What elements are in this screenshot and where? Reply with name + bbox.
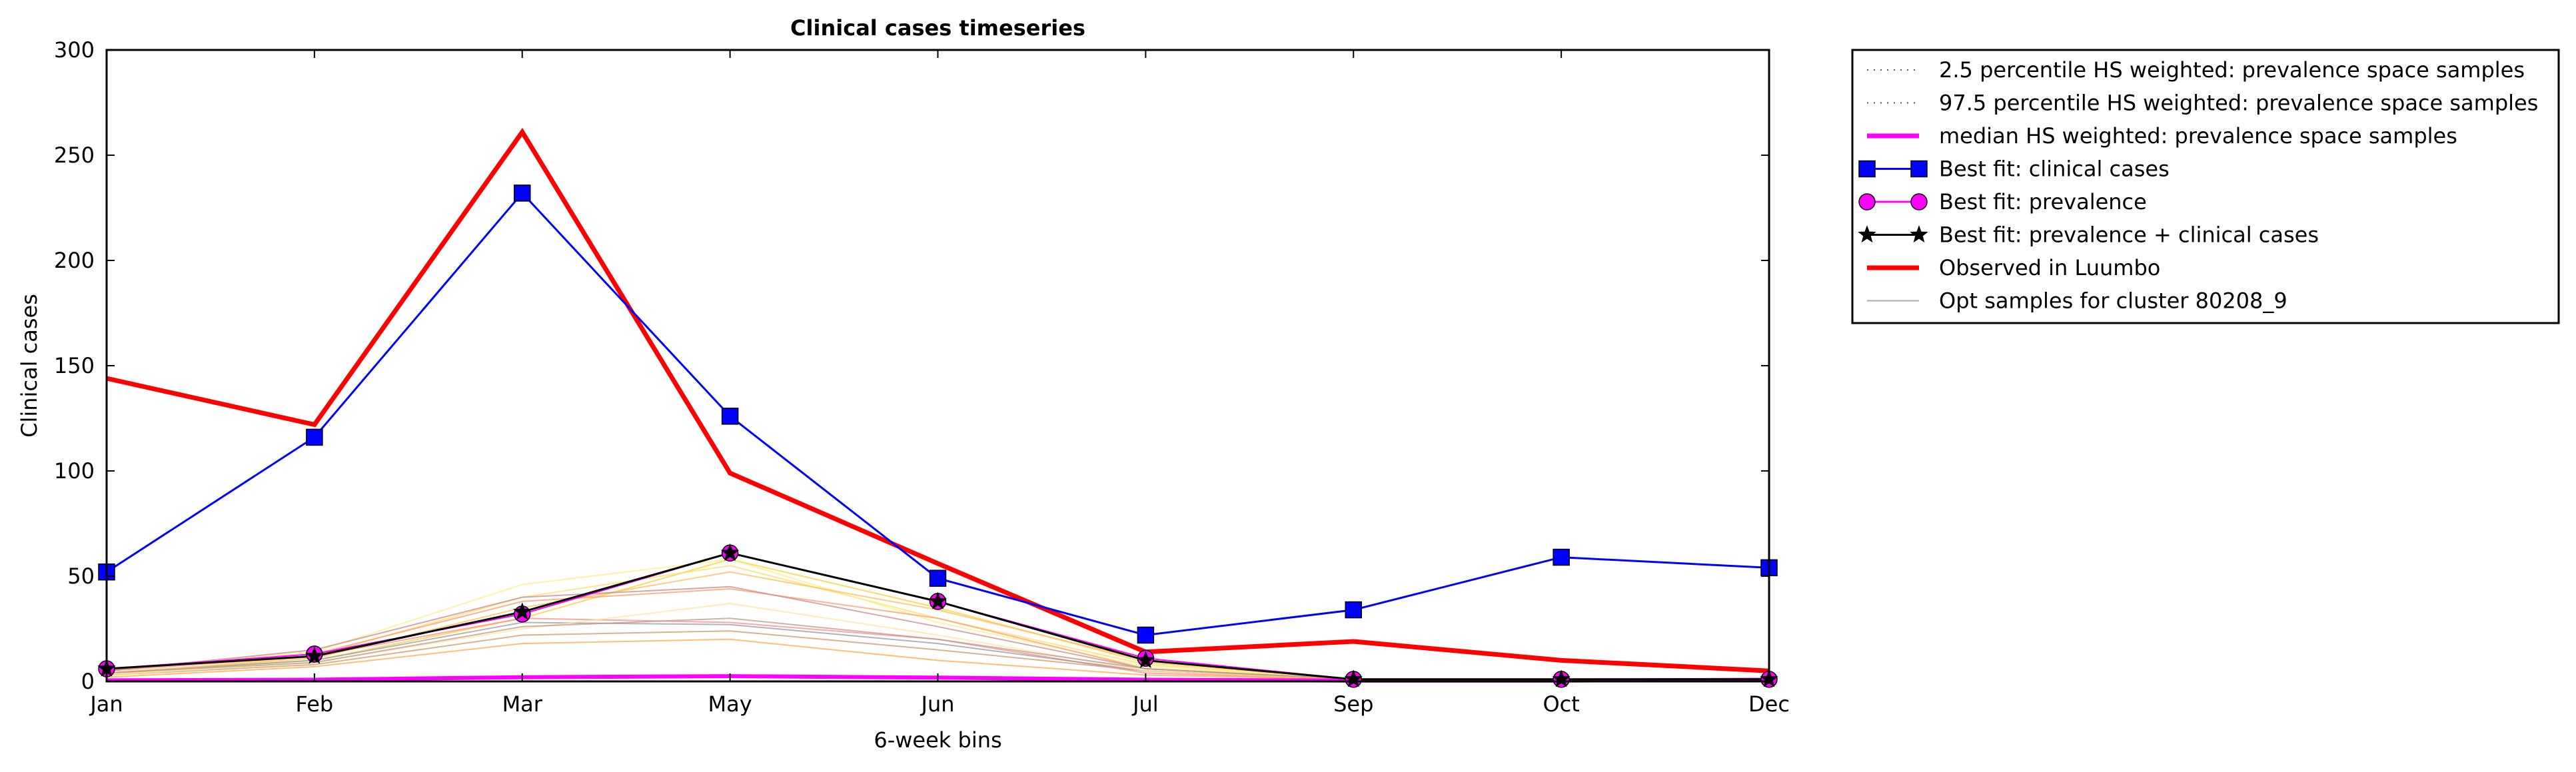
- clinical-point: [929, 570, 947, 587]
- sample-series-line: [106, 571, 1769, 680]
- y-tick-label: 100: [54, 458, 95, 484]
- y-tick-label: 0: [81, 669, 95, 694]
- x-axis-label: 6-week bins: [874, 727, 1001, 753]
- x-tick-label: Jul: [1131, 691, 1159, 717]
- x-tick-label: Sep: [1333, 691, 1373, 717]
- legend-entry-label: Observed in Luumbo: [1939, 255, 2160, 280]
- series-layer: [97, 127, 1778, 688]
- legend: 2.5 percentile HS weighted: prevalence s…: [1851, 49, 2560, 324]
- x-tick-label: Oct: [1543, 691, 1579, 717]
- x-tick-label: Jan: [89, 691, 123, 717]
- legend-marker: [1910, 193, 1928, 210]
- legend-entry-label: 97.5 percentile HS weighted: prevalence …: [1939, 91, 2538, 116]
- legend-marker: [1910, 225, 1928, 243]
- clinical-point: [1137, 626, 1155, 644]
- prev-clinical-point: [928, 591, 948, 609]
- clinical-point: [1345, 601, 1362, 619]
- clinical-point: [514, 185, 531, 202]
- legend-entry-label: Opt samples for cluster 80208_9: [1939, 288, 2287, 314]
- clinical-point: [306, 428, 323, 446]
- sample-series-line: [106, 603, 1769, 680]
- prev-clinical-point: [720, 543, 740, 561]
- legend-marker: [1910, 160, 1928, 178]
- chart-title: Clinical cases timeseries: [790, 15, 1085, 41]
- y-tick-label: 200: [54, 248, 95, 273]
- x-tick-label: May: [708, 691, 752, 717]
- legend-entry-label: median HS weighted: prevalence space sam…: [1939, 123, 2457, 149]
- y-tick-label: 300: [54, 37, 95, 63]
- clinical-series-line: [106, 191, 1770, 637]
- sample-series-line: [106, 621, 1769, 680]
- legend-entry-label: Best fit: prevalence: [1939, 189, 2147, 214]
- legend-box: [1851, 49, 2560, 324]
- y-tick-label: 50: [67, 564, 95, 589]
- legend-marker: [1858, 160, 1876, 178]
- prev-clinical-point: [305, 646, 324, 664]
- prev-clinical-point: [1136, 650, 1155, 669]
- x-tick-label: Feb: [296, 691, 334, 717]
- y-axis-label: Clinical cases: [17, 294, 42, 438]
- legend-marker: [1858, 225, 1876, 243]
- legend-entry-label: Best fit: prevalence + clinical cases: [1939, 222, 2319, 248]
- x-tick-label: Dec: [1748, 691, 1790, 717]
- y-tick-label: 250: [54, 143, 95, 168]
- observed-series-line: [106, 127, 1770, 673]
- prev-clinical-point: [513, 602, 532, 620]
- x-tick-label: Mar: [502, 691, 543, 717]
- axis-ticks: 0 50 100 150 200 250 300 Jan Feb Mar May Jun Jul Sep O…: [54, 37, 1790, 717]
- x-tick-label: Jun: [920, 691, 955, 717]
- y-tick-label: 150: [54, 353, 95, 378]
- legend-marker: [1858, 193, 1876, 210]
- legend-entry-label: Best fit: clinical cases: [1939, 157, 2170, 182]
- clinical-point: [1553, 548, 1570, 566]
- legend-entry-label: 2.5 percentile HS weighted: prevalence s…: [1939, 57, 2525, 83]
- clinical-point: [721, 408, 739, 425]
